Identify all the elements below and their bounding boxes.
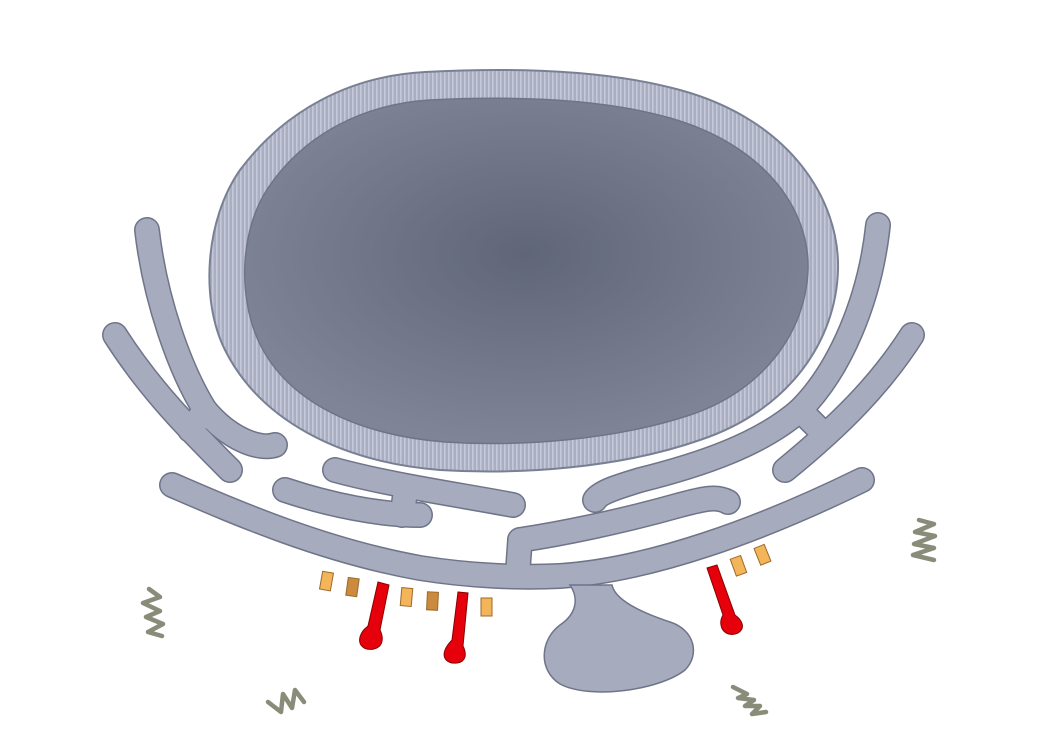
filament-squiggle-icon (265, 687, 307, 715)
membrane-protein-icon (318, 570, 335, 592)
channel-protein-icon (706, 564, 743, 635)
channel-protein-icon (359, 581, 390, 650)
membrane-proteins (318, 543, 772, 617)
filament-squiggle-icon (140, 586, 166, 639)
filament-squiggles (140, 517, 938, 717)
channel-proteins (359, 564, 743, 664)
membrane-protein-icon (480, 597, 493, 617)
membrane-protein-icon (426, 591, 439, 611)
filament-squiggle-icon (910, 517, 938, 563)
filament-squiggle-icon (730, 684, 769, 717)
channel-protein-icon (443, 591, 469, 664)
membrane-protein-icon (729, 554, 748, 577)
budding-vesicle (543, 584, 695, 693)
membrane-protein-icon (345, 576, 360, 598)
er-membranes (102, 212, 925, 590)
nucleus-icon (244, 97, 809, 445)
membrane-protein-icon (399, 587, 414, 608)
membrane-protein-icon (753, 543, 772, 566)
